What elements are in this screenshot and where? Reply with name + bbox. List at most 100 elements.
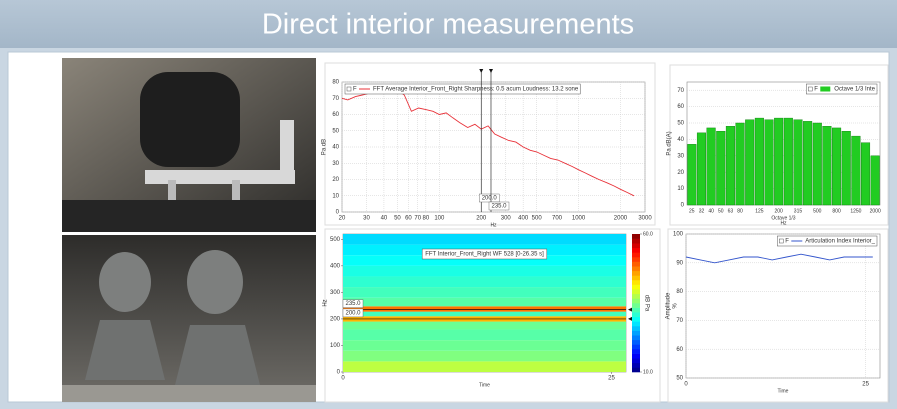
- colorbar-cell: [632, 307, 640, 313]
- colorbar-cell: [632, 316, 640, 322]
- cursor-label-box: [342, 299, 364, 308]
- x-tick-label: 0: [684, 382, 688, 388]
- x-tick-label: 25: [862, 382, 869, 388]
- x-tick-label: 60: [405, 216, 412, 222]
- bar: [764, 119, 774, 206]
- x-tick-label: 30: [363, 216, 370, 222]
- legend-label: Articulation Index Interior_: [805, 239, 875, 245]
- colorbar-cell: [632, 321, 640, 327]
- legend-box: [777, 235, 878, 247]
- y-tick-label: 200: [330, 317, 341, 323]
- colorbar-cell: [632, 234, 640, 239]
- bar: [725, 126, 735, 206]
- plot-area: [686, 81, 881, 206]
- x-tick-label: 100: [434, 216, 445, 222]
- x-axis-label: Time: [479, 382, 490, 388]
- photo-headrest: [62, 58, 316, 232]
- cursor-label-box: [488, 201, 510, 211]
- y-tick-label: 10: [332, 193, 339, 199]
- bar: [870, 155, 880, 206]
- y-tick-label: 10: [677, 186, 684, 192]
- y-tick-label: 60: [676, 347, 683, 353]
- legend-box: [806, 83, 878, 95]
- y-axis-label: Pa dB(A): [667, 131, 673, 155]
- y-tick-label: 80: [676, 289, 683, 295]
- heat-band: [343, 350, 626, 362]
- heat-band: [343, 297, 626, 307]
- colorbar-cell: [632, 257, 640, 262]
- colorbar-cell: [632, 335, 640, 341]
- colorbar-cell: [632, 344, 640, 350]
- bar: [812, 122, 822, 206]
- heat-band: [343, 361, 626, 372]
- colorbar-cell: [632, 358, 640, 364]
- x-tick-label: 32: [699, 208, 705, 214]
- bar: [754, 117, 764, 206]
- y-tick-label: 70: [332, 96, 339, 102]
- colorbar-cell: [632, 243, 640, 249]
- legend-checkbox: [808, 86, 813, 92]
- cursor-label: 235.0: [345, 301, 361, 307]
- x-tick-label: 1250: [850, 208, 861, 214]
- y-tick-label: 30: [332, 161, 339, 167]
- y-tick-label: 500: [330, 237, 341, 243]
- heat-band: [343, 340, 626, 351]
- legend-box: [344, 83, 581, 95]
- cursor-label-box: [342, 308, 364, 318]
- colorbar-cell: [632, 303, 640, 308]
- cursor-label: 200.0: [482, 196, 498, 202]
- x-tick-label: 70: [414, 216, 421, 222]
- bar: [841, 130, 851, 206]
- colorbar-cell: [632, 362, 640, 368]
- legend-check: F: [353, 87, 357, 93]
- heat-band: [343, 234, 626, 245]
- cursor-label: 235.0: [491, 204, 507, 210]
- bar: [793, 119, 803, 206]
- heat-band: [343, 287, 626, 298]
- legend-check: F: [814, 87, 818, 93]
- x-tick-label: 2000: [870, 208, 881, 214]
- y-axis-label: Hz: [323, 299, 329, 306]
- x-tick-label: 700: [552, 216, 563, 222]
- x-tick-label: 300: [501, 216, 512, 222]
- legend-checkbox: [779, 238, 784, 244]
- colorbar-cell: [632, 252, 640, 258]
- y-axis-unit: %: [673, 303, 679, 309]
- x-tick-label: 200: [476, 216, 487, 222]
- bar: [851, 135, 861, 206]
- y-axis-label: Pa dB: [322, 139, 328, 155]
- colorbar-cell: [632, 284, 640, 290]
- y-tick-label: 50: [677, 121, 684, 127]
- bar: [745, 119, 755, 206]
- colorbar-unit: dB Pa: [643, 295, 649, 312]
- bar: [832, 127, 842, 206]
- bar: [822, 126, 832, 206]
- y-tick-label: 90: [676, 260, 683, 266]
- bar: [687, 144, 697, 206]
- plot-area: [341, 81, 646, 213]
- x-tick-label: 2000: [614, 216, 628, 222]
- bar: [783, 117, 793, 206]
- y-tick-label: 20: [677, 170, 684, 176]
- colorbar-cell: [632, 280, 640, 285]
- colorbar-cell: [632, 353, 640, 359]
- x-tick-label: 25: [689, 208, 695, 214]
- y-tick-label: 20: [332, 177, 339, 183]
- photo-dummy-heads: [62, 235, 316, 402]
- y-tick-label: 30: [677, 153, 684, 159]
- heat-band: [343, 321, 626, 330]
- y-tick-label: 400: [330, 263, 341, 269]
- x-tick-label: 315: [794, 208, 803, 214]
- heat-band: [343, 265, 626, 277]
- x-tick-label: 0: [341, 376, 345, 382]
- x-axis-label: Hz: [490, 222, 497, 228]
- bar: [706, 127, 716, 206]
- cursor-label: 200.0: [345, 311, 361, 317]
- legend-label: FFT Average Interior_Front_Right Sharpne…: [373, 87, 579, 93]
- cursor-arrow: [488, 69, 493, 73]
- y-tick-label: 40: [332, 145, 339, 151]
- legend-checkbox: [346, 86, 352, 92]
- x-tick-label: 500: [532, 216, 543, 222]
- y-tick-label: 40: [677, 137, 684, 143]
